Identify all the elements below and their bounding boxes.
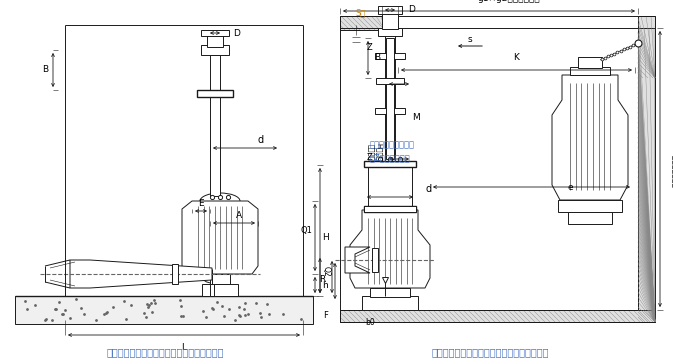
Text: （Z为导杆轴线）: （Z为导杆轴线） (370, 154, 411, 162)
Polygon shape (70, 260, 212, 288)
Polygon shape (345, 247, 370, 273)
Bar (370, 288, 410, 297)
Bar (375, 173, 405, 179)
Polygon shape (350, 210, 430, 288)
Text: L: L (182, 343, 186, 352)
Text: E: E (198, 199, 204, 209)
Bar (207, 35, 223, 47)
Bar (376, 78, 404, 84)
Bar (578, 57, 602, 68)
Polygon shape (182, 201, 258, 274)
Text: F: F (323, 310, 328, 320)
Text: g1×g2最小池口尺寸: g1×g2最小池口尺寸 (478, 0, 540, 3)
Bar (210, 274, 230, 284)
Bar (570, 67, 610, 75)
Text: s: s (468, 35, 472, 44)
Text: Q1: Q1 (300, 226, 312, 234)
Bar (362, 296, 418, 310)
Text: S向: S向 (355, 8, 365, 17)
Text: H: H (322, 233, 328, 241)
Bar (201, 45, 229, 55)
Bar (375, 53, 405, 59)
Bar (340, 16, 385, 30)
Bar (375, 280, 405, 286)
Bar (372, 248, 378, 272)
Text: R: R (319, 276, 325, 285)
Bar (202, 284, 238, 296)
Bar (382, 13, 398, 29)
Text: M: M (412, 114, 420, 123)
Text: 深水自吸式潜水射流曝气机自耦式安装示意图: 深水自吸式潜水射流曝气机自耦式安装示意图 (431, 347, 548, 357)
Text: d: d (425, 184, 431, 194)
Text: h: h (322, 281, 328, 289)
Bar (368, 165, 412, 210)
Bar (340, 310, 655, 322)
Bar (386, 38, 394, 159)
Bar (172, 264, 178, 284)
Text: Q2: Q2 (322, 266, 330, 277)
Bar (15, 296, 313, 324)
Bar (364, 206, 416, 212)
Text: 深水自吸式潜水射流曝气机移动式安装示意图: 深水自吸式潜水射流曝气机移动式安装示意图 (106, 347, 223, 357)
Text: H（由用
户确定）: H（由用 户确定） (368, 143, 382, 161)
Text: A: A (236, 211, 242, 221)
Bar (210, 284, 214, 296)
Bar (364, 161, 416, 167)
Text: b0: b0 (365, 318, 375, 327)
Text: K: K (513, 53, 519, 62)
Text: D: D (408, 5, 415, 15)
Bar (197, 90, 233, 97)
Bar (201, 30, 229, 36)
Bar (378, 6, 402, 14)
Text: B: B (42, 66, 48, 75)
Text: B: B (374, 54, 380, 63)
Text: D: D (233, 28, 240, 37)
Text: d: d (258, 135, 264, 145)
Bar (568, 212, 612, 224)
Bar (378, 28, 402, 36)
Polygon shape (552, 75, 628, 200)
Bar (638, 16, 655, 78)
Bar (638, 28, 655, 322)
Text: Z: Z (366, 44, 372, 52)
Bar (210, 55, 220, 196)
Bar (364, 206, 416, 212)
Text: H（由用户确定）: H（由用户确定） (670, 150, 673, 188)
Text: Z: Z (366, 153, 372, 162)
Bar (375, 108, 405, 114)
Text: 底座膨胀螺栓分布图: 底座膨胀螺栓分布图 (370, 141, 415, 150)
Bar (558, 200, 622, 212)
Text: e: e (567, 182, 573, 191)
